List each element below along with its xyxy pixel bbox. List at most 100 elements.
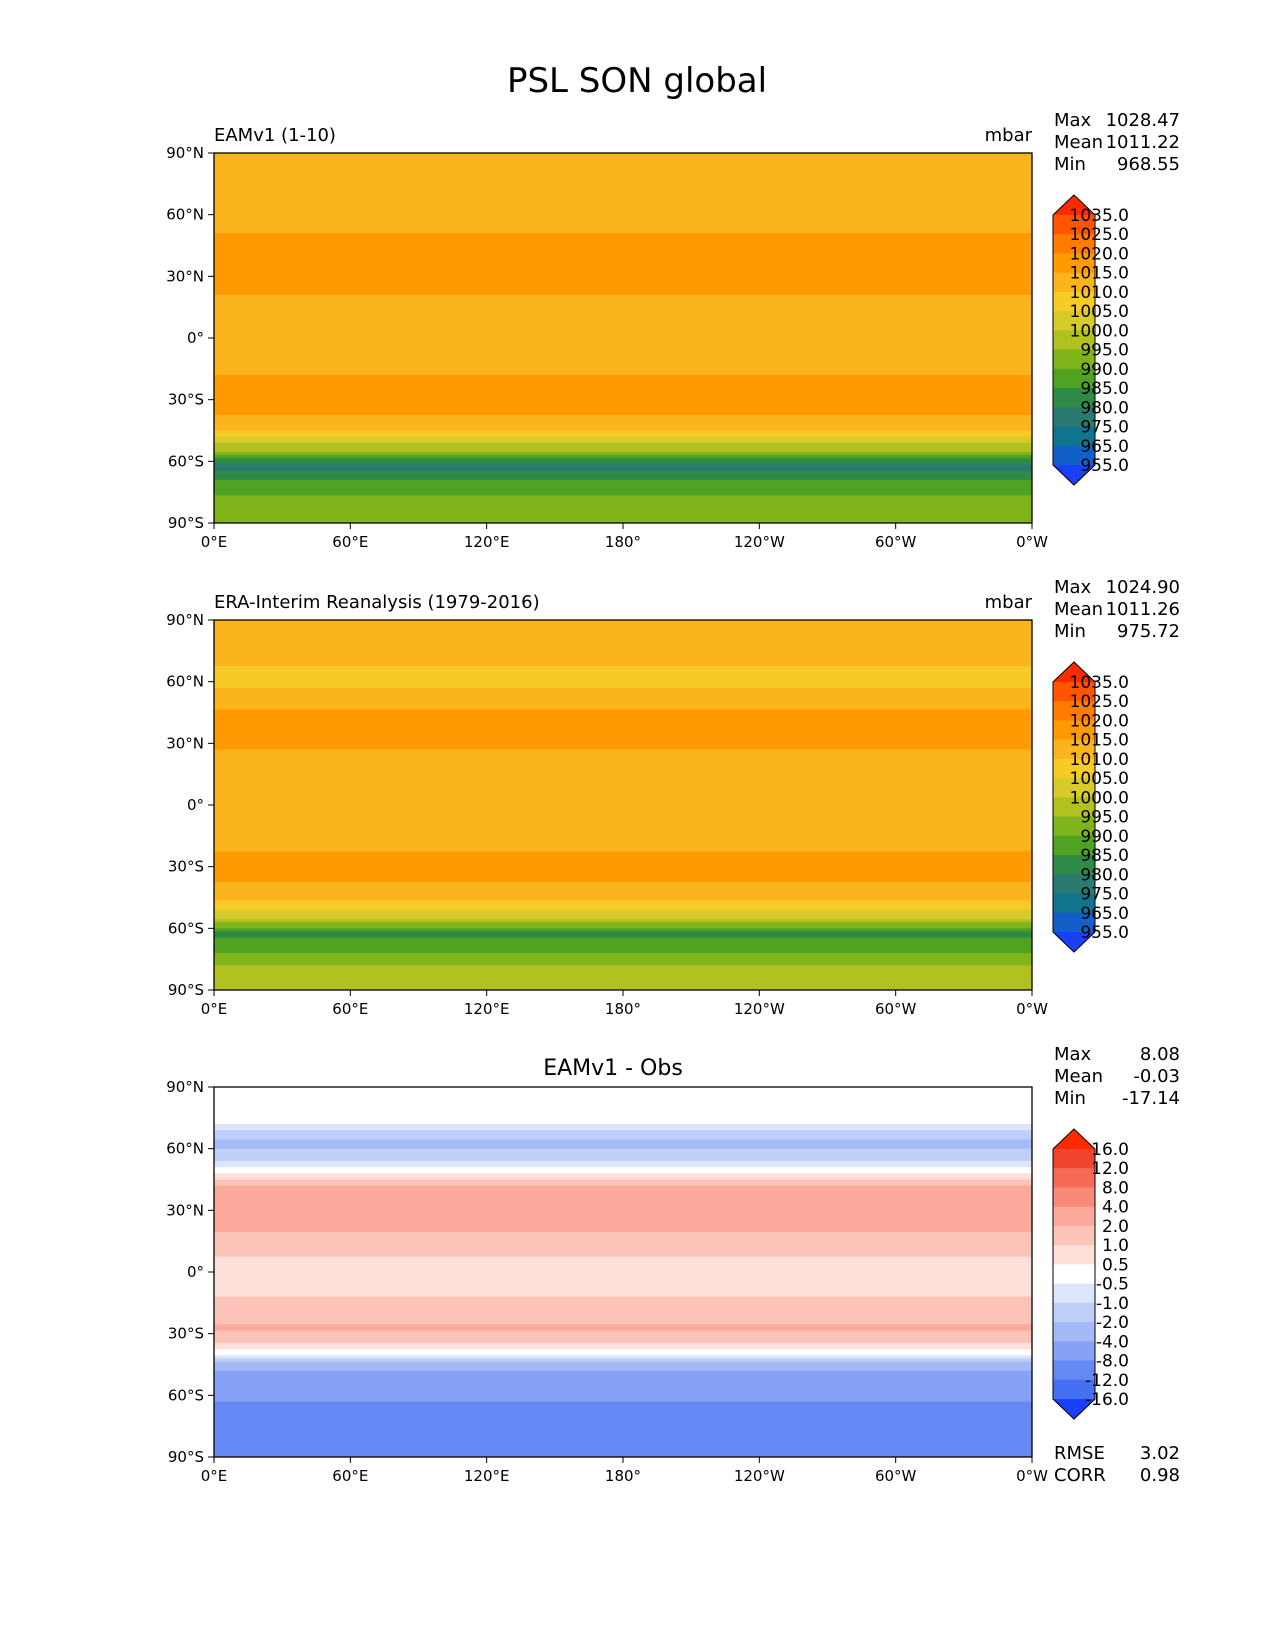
- field-band: [214, 1284, 1032, 1289]
- field-band: [214, 1139, 1032, 1144]
- field-band: [214, 371, 1032, 376]
- field-band: [214, 1423, 1032, 1427]
- x-tick-label: 0°W: [1016, 1000, 1048, 1018]
- field-band: [214, 1370, 1032, 1375]
- colorbar-segment: [1053, 1225, 1095, 1246]
- field-band: [214, 949, 1032, 954]
- field-band: [214, 653, 1032, 658]
- colorbar-tick-label: 1020.0: [1070, 711, 1129, 731]
- field-band: [214, 734, 1032, 738]
- x-tick-label: 60°E: [332, 533, 368, 551]
- colorbar-segment: [1053, 1283, 1095, 1304]
- x-tick-label: 0°W: [1016, 533, 1048, 551]
- panel-1: EAMv1 (1-10) mbar 0°E 60°E 120°E 180° 120°W 60°…: [166, 110, 1180, 551]
- field-band: [214, 1130, 1032, 1134]
- field-band: [214, 817, 1032, 822]
- field-band: [214, 1321, 1032, 1326]
- field-band: [214, 1231, 1032, 1236]
- colorbar-segment: [1053, 739, 1095, 760]
- colorbar-segment: [1053, 388, 1095, 408]
- field-band: [214, 848, 1032, 852]
- field-band: [214, 678, 1032, 683]
- field-band: [214, 919, 1032, 923]
- field-band: [214, 288, 1032, 293]
- field-band: [214, 341, 1032, 345]
- colorbar-segment: [1053, 234, 1095, 254]
- y-tick-label: 90°S: [168, 514, 204, 532]
- x-tick-label: 180°: [605, 1467, 641, 1485]
- field-band: [214, 378, 1032, 382]
- field-band: [214, 368, 1032, 373]
- field-band: [214, 1204, 1032, 1208]
- field-band: [214, 430, 1032, 435]
- colorbar-segment: [1053, 1379, 1095, 1400]
- colorbar-segment: [1053, 778, 1095, 798]
- field-band: [214, 301, 1032, 305]
- colorbar-segment: [1053, 368, 1095, 389]
- field-band: [214, 1287, 1032, 1292]
- field-band: [214, 1416, 1032, 1421]
- field-band: [214, 279, 1032, 284]
- field-band: [214, 1327, 1032, 1332]
- field-band: [214, 795, 1032, 800]
- field-band: [214, 1342, 1032, 1347]
- stat-label-mean: Mean: [1054, 1066, 1103, 1087]
- colorbar-segment: [1053, 912, 1095, 933]
- field-band: [214, 1207, 1032, 1211]
- field-band: [214, 418, 1032, 422]
- stat-label-max: Max: [1054, 577, 1092, 598]
- colorbar-segment: [1053, 1187, 1095, 1208]
- colorbar-tick-label: 990.0: [1080, 360, 1129, 380]
- field-band: [214, 251, 1032, 256]
- field-band: [214, 1213, 1032, 1218]
- field-band: [214, 1346, 1032, 1350]
- field-band: [214, 1216, 1032, 1221]
- colorbar-tick-label: 955.0: [1080, 456, 1129, 476]
- field-band: [214, 455, 1032, 459]
- y-tick-label: 0°: [187, 1263, 204, 1281]
- colorbar-tick-label: 985.0: [1080, 846, 1129, 866]
- field-band: [214, 786, 1032, 791]
- field-band: [214, 1164, 1032, 1168]
- stat-value-mean: -0.03: [1133, 1066, 1180, 1087]
- field-band: [214, 1336, 1032, 1341]
- field-band: [214, 436, 1032, 441]
- stat-value-min: 975.72: [1117, 621, 1180, 642]
- field-band: [214, 1161, 1032, 1165]
- field-band: [214, 1185, 1032, 1190]
- field-band: [214, 350, 1032, 355]
- field-band: [214, 1253, 1032, 1258]
- field-band: [214, 1133, 1032, 1137]
- field-band: [214, 1392, 1032, 1396]
- field-band: [214, 452, 1032, 456]
- field-band: [214, 402, 1032, 407]
- stat-value-mean: 1011.26: [1106, 599, 1180, 620]
- field-band: [214, 331, 1032, 336]
- field-band: [214, 632, 1032, 637]
- field-band: [214, 285, 1032, 290]
- y-tick-label: 30°S: [168, 858, 204, 876]
- field-band: [214, 217, 1032, 222]
- field-band: [214, 983, 1032, 988]
- field-band: [214, 1420, 1032, 1424]
- field-band: [214, 740, 1032, 744]
- field-band: [214, 746, 1032, 751]
- colorbar-segment: [1053, 215, 1095, 235]
- field-band: [214, 362, 1032, 367]
- field-band: [214, 650, 1032, 655]
- colorbar-segment: [1053, 1322, 1095, 1342]
- field-band: [214, 761, 1032, 766]
- field-band: [214, 186, 1032, 191]
- field-band: [214, 1099, 1032, 1104]
- field-band: [214, 1194, 1032, 1199]
- rmse-value: 3.02: [1140, 1443, 1180, 1464]
- stat-label-mean: Mean: [1054, 132, 1103, 153]
- rmse-label: RMSE: [1054, 1443, 1105, 1464]
- colorbar-tick-label: 1.0: [1102, 1236, 1129, 1256]
- field-band: [214, 439, 1032, 444]
- field-band: [214, 894, 1032, 899]
- field-band: [214, 866, 1032, 871]
- field-band: [214, 1309, 1032, 1313]
- field-band: [214, 162, 1032, 166]
